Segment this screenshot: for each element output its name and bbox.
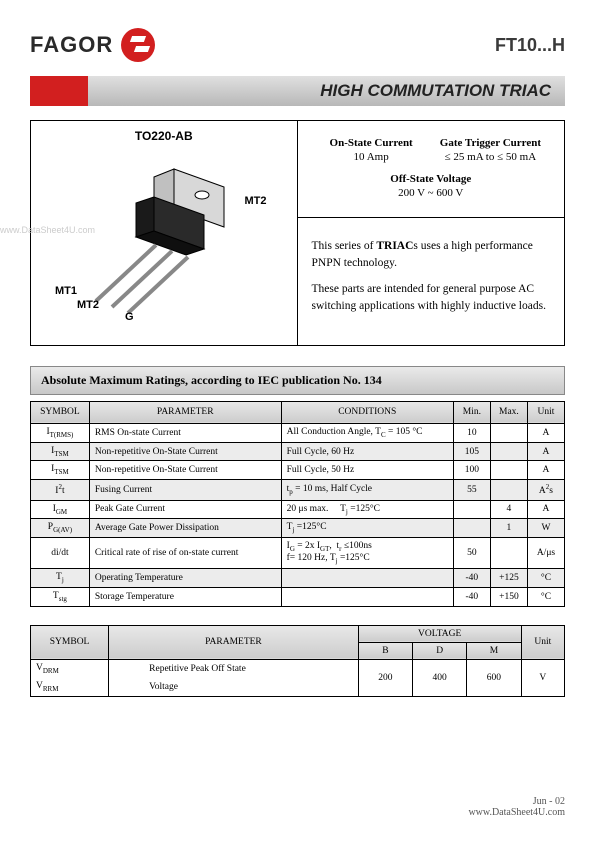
- gate-trigger-value: ≤ 25 mA to ≤ 50 mA: [431, 151, 550, 163]
- brand-logo: FAGOR: [30, 28, 155, 62]
- vval-m: 600: [467, 659, 521, 696]
- table-row: di/dtCritical rate of rise of on-state c…: [31, 538, 565, 569]
- table-row: ITSMNon-repetitive On-State CurrentFull …: [31, 442, 565, 461]
- vcol-b: B: [358, 642, 412, 659]
- vval-b: 200: [358, 659, 412, 696]
- feature-box: TO220-AB: [30, 120, 565, 346]
- vcol-unit: Unit: [521, 625, 564, 659]
- vsym2: VRRM: [31, 678, 109, 696]
- description-line-2: These parts are intended for general pur…: [312, 281, 551, 314]
- col-parameter: PARAMETER: [89, 401, 281, 423]
- table-row: TstgStorage Temperature-40+150°C: [31, 587, 565, 606]
- off-state-value: 200 V ~ 600 V: [312, 187, 551, 199]
- voltage-table: SYMBOL PARAMETER VOLTAGE Unit B D M VDRM…: [30, 625, 565, 697]
- pin-g: G: [125, 311, 134, 323]
- footer: Jun - 02 www.DataSheet4U.com: [468, 796, 565, 818]
- ratings-heading: Absolute Maximum Ratings, according to I…: [30, 366, 565, 395]
- part-number: FT10...H: [495, 35, 565, 56]
- title-bar: HIGH COMMUTATION TRIAC: [30, 76, 565, 106]
- ratings-table: SYMBOL PARAMETER CONDITIONS Min. Max. Un…: [30, 401, 565, 607]
- table-row: PG(AV)Average Gate Power DissipationTj =…: [31, 519, 565, 538]
- vcol-d: D: [413, 642, 467, 659]
- on-state-label: On-State Current: [312, 137, 431, 149]
- table-row: IT(RMS)RMS On-state CurrentAll Conductio…: [31, 423, 565, 442]
- footer-url: www.DataSheet4U.com: [468, 807, 565, 818]
- on-state-value: 10 Amp: [312, 151, 431, 163]
- footer-date: Jun - 02: [468, 796, 565, 807]
- vval-d: 400: [413, 659, 467, 696]
- header: FAGOR FT10...H: [30, 28, 565, 62]
- vparam2: Voltage: [109, 678, 359, 696]
- vsym1: VDRM: [31, 659, 109, 677]
- off-state-label: Off-State Voltage: [312, 173, 551, 185]
- package-label: TO220-AB: [43, 129, 285, 143]
- description-line-1: This series of TRIACs uses a high perfor…: [312, 238, 551, 271]
- watermark: www.DataSheet4U.com: [0, 225, 95, 235]
- col-symbol: SYMBOL: [31, 401, 90, 423]
- vcol-m: M: [467, 642, 521, 659]
- col-unit: Unit: [527, 401, 564, 423]
- page-title: HIGH COMMUTATION TRIAC: [88, 76, 565, 106]
- brand-name: FAGOR: [30, 32, 113, 58]
- title-accent: [30, 76, 88, 106]
- col-max: Max.: [490, 401, 527, 423]
- pin-mt1: MT1: [55, 285, 77, 297]
- vcol-voltage: VOLTAGE: [358, 625, 521, 642]
- vparam1: Repetitive Peak Off State: [109, 659, 359, 677]
- key-specs: On-State Current 10 Amp Gate Trigger Cur…: [298, 121, 565, 218]
- vcol-parameter: PARAMETER: [109, 625, 359, 659]
- col-min: Min.: [453, 401, 490, 423]
- gate-trigger-label: Gate Trigger Current: [431, 137, 550, 149]
- brand-icon: [121, 28, 155, 62]
- pin-mt2-bot: MT2: [77, 299, 99, 311]
- col-conditions: CONDITIONS: [281, 401, 453, 423]
- table-row: ITSMNon-repetitive On-State CurrentFull …: [31, 461, 565, 480]
- package-drawing: MT2 MT1 MT2 G: [43, 149, 285, 329]
- vcol-symbol: SYMBOL: [31, 625, 109, 659]
- pin-mt2-top: MT2: [245, 195, 267, 207]
- table-row: I2tFusing Currenttp = 10 ms, Half Cycle5…: [31, 480, 565, 500]
- description: This series of TRIACs uses a high perfor…: [298, 218, 565, 345]
- table-row: TjOperating Temperature-40+125°C: [31, 569, 565, 588]
- vval-unit: V: [521, 659, 564, 696]
- table-row: IGMPeak Gate Current20 μs max. Tj =125°C…: [31, 500, 565, 519]
